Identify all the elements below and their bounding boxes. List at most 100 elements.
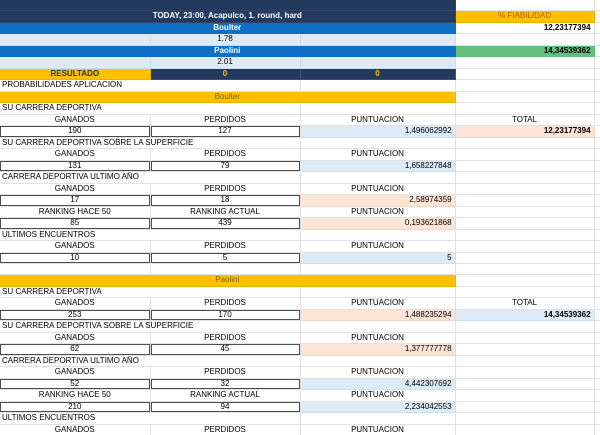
edge-cell[interactable] — [594, 378, 600, 391]
score-cell[interactable]: 4,442307692 — [300, 378, 456, 391]
empty-cell[interactable] — [455, 240, 595, 253]
value-cell[interactable]: 94 — [150, 401, 301, 414]
empty-cell[interactable] — [150, 263, 301, 276]
player-section-header-cell[interactable]: Boulter — [0, 91, 456, 104]
col-header-cell[interactable]: PERDIDOS — [150, 148, 301, 161]
edge-cell[interactable] — [594, 91, 600, 104]
edge-cell[interactable] — [594, 79, 600, 92]
value-cell[interactable]: 32 — [150, 378, 301, 391]
edge-cell[interactable] — [594, 102, 600, 115]
edge-cell[interactable] — [594, 297, 600, 310]
edge-cell[interactable] — [594, 33, 600, 46]
value-cell[interactable]: 210 — [0, 401, 151, 414]
empty-cell[interactable] — [455, 286, 595, 299]
group-title-cell[interactable]: SU CARRERA DEPORTIVA — [0, 102, 301, 115]
edge-cell[interactable] — [594, 366, 600, 379]
puntuacion-header-cell[interactable]: PUNTUACION — [300, 206, 456, 219]
edge-cell[interactable] — [594, 114, 600, 127]
empty-cell[interactable] — [455, 206, 595, 219]
col-header-cell[interactable]: GANADOS — [0, 332, 151, 345]
col-header-cell[interactable]: PERDIDOS — [150, 332, 301, 345]
edge-cell[interactable] — [594, 183, 600, 196]
puntuacion-header-cell[interactable]: PUNTUACION — [300, 424, 456, 435]
empty-cell[interactable] — [455, 252, 595, 265]
empty-cell[interactable] — [455, 366, 595, 379]
score-cell[interactable]: 1,658227848 — [300, 160, 456, 173]
empty-cell[interactable] — [455, 160, 595, 173]
match-info-cell[interactable]: TODAY, 23:00, Acapulco, 1. round, hard — [0, 10, 456, 23]
puntuacion-header-cell[interactable]: PUNTUACION — [300, 297, 456, 310]
edge-cell[interactable] — [594, 22, 600, 35]
edge-cell[interactable] — [594, 309, 600, 322]
edge-cell[interactable] — [594, 0, 600, 12]
puntuacion-header-cell[interactable]: PUNTUACION — [300, 183, 456, 196]
edge-cell[interactable] — [594, 389, 600, 402]
empty-cell[interactable] — [455, 378, 595, 391]
value-cell[interactable]: 52 — [0, 378, 151, 391]
empty-cell[interactable] — [455, 33, 595, 46]
value-cell[interactable]: 5 — [150, 252, 301, 265]
col-header-cell[interactable]: PERDIDOS — [150, 424, 301, 435]
empty-cell[interactable] — [300, 286, 456, 299]
puntuacion-header-cell[interactable]: PUNTUACION — [300, 114, 456, 127]
score-cell[interactable]: 0,193621868 — [300, 217, 456, 230]
player-odds-cell[interactable]: 1.78 — [150, 33, 301, 46]
empty-cell[interactable] — [455, 412, 595, 425]
score-cell[interactable]: 5 — [300, 252, 456, 265]
probabilidades-label-cell[interactable]: PROBABILIDADES APLICACION — [0, 79, 301, 92]
total-value-cell[interactable]: 14,34539362 — [455, 309, 595, 322]
resultado-value-cell[interactable]: 0 — [300, 68, 456, 81]
edge-cell[interactable] — [594, 68, 600, 81]
puntuacion-header-cell[interactable]: PUNTUACION — [300, 389, 456, 402]
edge-cell[interactable] — [594, 412, 600, 425]
col-header-cell[interactable]: RANKING ACTUAL — [150, 206, 301, 219]
col-header-cell[interactable]: PERDIDOS — [150, 366, 301, 379]
empty-cell[interactable] — [455, 263, 595, 276]
group-title-cell[interactable]: SU CARRERA DEPORTIVA SOBRE LA SUPERFICIE — [0, 137, 301, 150]
group-title-cell[interactable]: CARRERA DEPORTIVA ULTIMO AÑO — [0, 355, 301, 368]
edge-cell[interactable] — [594, 229, 600, 242]
col-header-cell[interactable]: GANADOS — [0, 366, 151, 379]
edge-cell[interactable] — [594, 286, 600, 299]
group-title-cell[interactable]: ULTIMOS ENCUENTROS — [0, 412, 301, 425]
total-value-cell[interactable]: 12,23177394 — [455, 125, 595, 138]
value-cell[interactable]: 253 — [0, 309, 151, 322]
col-header-cell[interactable]: RANKING HACE 50 — [0, 389, 151, 402]
empty-cell[interactable] — [300, 33, 456, 46]
score-cell[interactable]: 1,496062992 — [300, 125, 456, 138]
score-cell[interactable]: 2,58974359 — [300, 194, 456, 207]
edge-cell[interactable] — [594, 320, 600, 333]
value-cell[interactable]: 131 — [0, 160, 151, 173]
empty-cell[interactable] — [455, 332, 595, 345]
puntuacion-header-cell[interactable]: PUNTUACION — [300, 332, 456, 345]
edge-cell[interactable] — [594, 137, 600, 150]
top-bar-cell[interactable] — [0, 0, 456, 12]
empty-cell[interactable] — [455, 424, 595, 435]
total-header-cell[interactable]: TOTAL — [455, 114, 595, 127]
empty-cell[interactable] — [455, 102, 595, 115]
col-header-cell[interactable]: GANADOS — [0, 183, 151, 196]
col-header-cell[interactable]: GANADOS — [0, 148, 151, 161]
empty-cell[interactable] — [300, 263, 456, 276]
edge-cell[interactable] — [594, 160, 600, 173]
empty-cell[interactable] — [455, 68, 595, 81]
player-odds-cell[interactable]: 2.01 — [150, 56, 301, 69]
edge-cell[interactable] — [594, 125, 600, 138]
player-name-cell[interactable]: Paolini — [0, 45, 456, 58]
edge-cell[interactable] — [594, 424, 600, 435]
empty-cell[interactable] — [455, 229, 595, 242]
edge-cell[interactable] — [594, 171, 600, 184]
value-cell[interactable]: 62 — [0, 343, 151, 356]
edge-cell[interactable] — [594, 217, 600, 230]
value-cell[interactable]: 45 — [150, 343, 301, 356]
value-cell[interactable]: 170 — [150, 309, 301, 322]
empty-cell[interactable] — [300, 137, 456, 150]
empty-cell[interactable] — [455, 389, 595, 402]
empty-cell[interactable] — [455, 0, 595, 12]
edge-cell[interactable] — [594, 206, 600, 219]
group-title-cell[interactable]: SU CARRERA DEPORTIVA SOBRE LA SUPERFICIE — [0, 320, 301, 333]
resultado-label-cell[interactable]: RESULTADO — [0, 68, 151, 81]
empty-cell[interactable] — [455, 91, 595, 104]
resultado-value-cell[interactable]: 0 — [150, 68, 301, 81]
empty-cell[interactable] — [455, 56, 595, 69]
